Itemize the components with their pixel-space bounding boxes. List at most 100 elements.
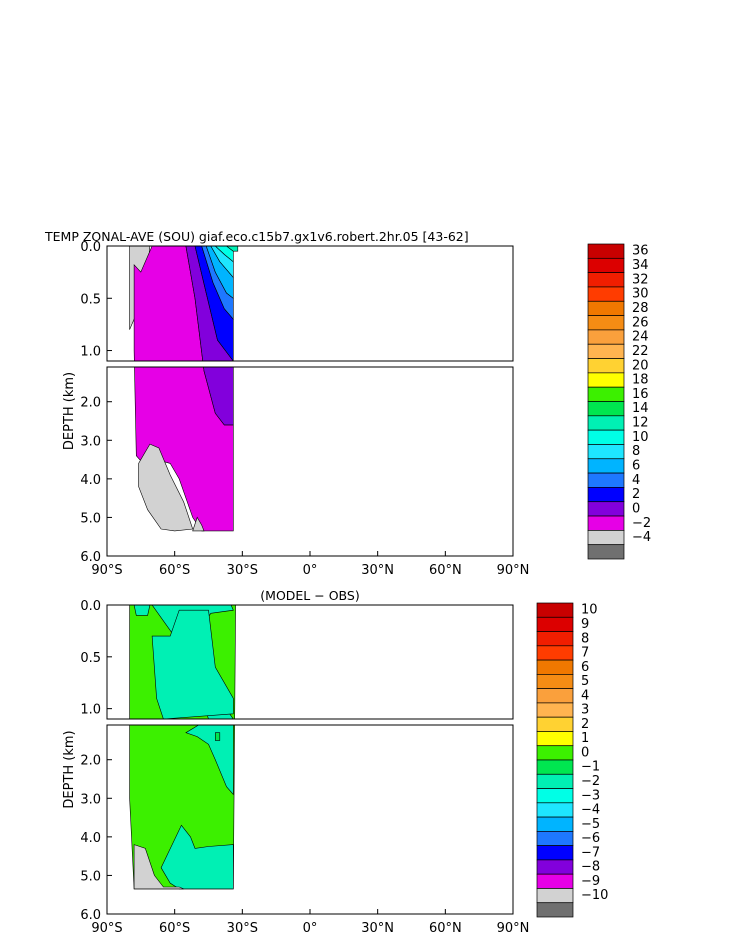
- legend-swatch: [536, 659, 574, 675]
- chart-title: (MODEL − OBS): [260, 588, 359, 603]
- legend-label: 14: [632, 401, 649, 416]
- legend-swatch: [587, 501, 625, 517]
- legend-label: 22: [632, 344, 649, 359]
- legend-label: 16: [632, 387, 649, 402]
- y-tick-label: 2.0: [80, 396, 101, 411]
- legend-swatch: [587, 300, 625, 316]
- contour-region: [133, 844, 184, 890]
- x-tick-label: 30°S: [227, 921, 258, 936]
- legend-swatch: [536, 831, 574, 846]
- y-tick-label: 4.0: [80, 473, 101, 488]
- legend-label: −6: [581, 831, 600, 846]
- legend-swatch: [587, 329, 625, 345]
- legend-label: 2: [632, 487, 640, 502]
- contour-region: [133, 246, 204, 361]
- legend-swatch: [587, 458, 625, 474]
- legend-label: 32: [632, 272, 649, 287]
- legend-swatch: [587, 257, 625, 273]
- legend-swatch: [536, 631, 574, 647]
- chart-title: TEMP ZONAL-AVE (SOU) giaf.eco.c15b7.gx1v…: [44, 229, 469, 244]
- y-axis-label: DEPTH (km): [62, 372, 77, 450]
- legend-swatch: [587, 429, 625, 445]
- legend-swatch: [536, 716, 574, 732]
- legend-label: 30: [632, 287, 649, 302]
- legend-label: 12: [632, 416, 649, 431]
- legend-swatch: [587, 372, 625, 388]
- legend-label: 10: [632, 430, 649, 445]
- legend-swatch: [536, 873, 574, 889]
- y-tick-label: 1.0: [80, 703, 101, 718]
- legend-label: −1: [581, 760, 600, 775]
- legend-label: −3: [581, 788, 600, 803]
- lower-panel-field: [134, 367, 234, 532]
- legend-label: 0: [581, 745, 589, 760]
- legend-swatch: [536, 674, 574, 689]
- y-tick-label: 0.5: [80, 651, 101, 666]
- legend-swatch: [536, 759, 574, 775]
- legend-swatch: [587, 243, 625, 259]
- legend-swatch: [536, 902, 574, 918]
- x-tick-label: 30°N: [361, 563, 394, 578]
- legend-label: 4: [581, 688, 589, 703]
- x-tick-label: 60°N: [429, 921, 462, 936]
- legend-label: −9: [581, 874, 600, 889]
- legend-swatch: [536, 702, 574, 718]
- legend-label: −4: [581, 803, 600, 818]
- legend-swatch: [536, 688, 574, 704]
- contour-region: [160, 824, 234, 890]
- legend-label: 5: [581, 674, 589, 689]
- legend-label: 6: [581, 660, 589, 675]
- y-tick-label: 6.0: [80, 908, 101, 923]
- legend-swatch: [536, 645, 574, 661]
- x-tick-label: 90°N: [497, 921, 530, 936]
- legend-swatch: [587, 343, 625, 359]
- legend-swatch: [587, 358, 625, 374]
- contour-region: [133, 605, 151, 616]
- legend-label: −7: [581, 845, 600, 860]
- legend-swatch: [536, 888, 574, 904]
- legend-label: 1: [581, 731, 589, 746]
- legend-label: 36: [632, 244, 649, 259]
- legend-label: 8: [581, 631, 589, 646]
- legend-swatch: [587, 315, 625, 331]
- contour-region: [138, 443, 194, 532]
- contour-region: [214, 246, 234, 263]
- y-tick-label: 5.0: [80, 511, 101, 526]
- contour-region: [185, 725, 234, 796]
- legend-label: 28: [632, 301, 649, 316]
- x-tick-label: 90°S: [91, 921, 122, 936]
- legend-swatch: [587, 544, 625, 560]
- legend-swatch: [536, 788, 574, 804]
- y-tick-label: 3.0: [80, 434, 101, 449]
- contour-region: [151, 609, 234, 719]
- upper-panel-frame: [106, 245, 514, 362]
- legend-label: −8: [581, 860, 600, 875]
- y-axis-label: DEPTH (km): [62, 730, 77, 808]
- y-tick-label: 0.0: [80, 599, 101, 614]
- x-tick-label: 30°S: [227, 563, 258, 578]
- contour-region: [215, 732, 221, 741]
- legend-swatch: [587, 530, 625, 546]
- y-tick-label: 6.0: [80, 550, 101, 565]
- legend-swatch: [536, 745, 574, 761]
- x-tick-label: 0°: [303, 563, 318, 578]
- upper-panel-field: [129, 246, 239, 361]
- y-tick-label: 2.0: [80, 754, 101, 769]
- legend-swatch: [587, 401, 625, 417]
- x-tick-label: 60°S: [159, 921, 190, 936]
- legend-label: 8: [632, 444, 640, 459]
- y-tick-label: 0.0: [80, 240, 101, 255]
- y-tick-label: 1.0: [80, 345, 101, 360]
- legend-swatch: [587, 386, 625, 402]
- legend-swatch: [587, 272, 625, 288]
- legend-swatch: [536, 845, 574, 861]
- upper-panel-frame: [106, 604, 514, 720]
- contour-region: [203, 367, 234, 426]
- legend-label: 3: [581, 703, 589, 718]
- legend-label: 4: [632, 473, 640, 488]
- legend-label: 7: [581, 646, 589, 661]
- legend-label: 0: [632, 501, 640, 516]
- legend-label: 34: [632, 258, 649, 273]
- legend-label: −5: [581, 817, 600, 832]
